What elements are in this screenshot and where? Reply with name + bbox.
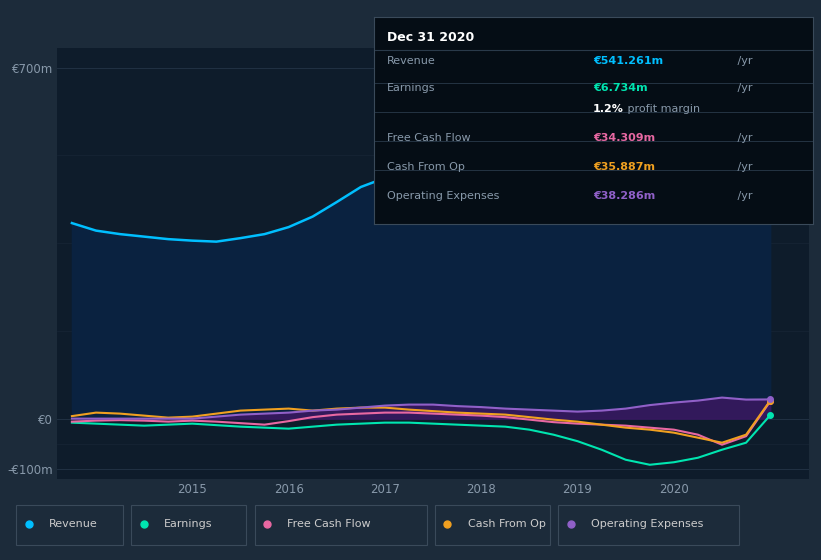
Text: profit margin: profit margin xyxy=(624,104,700,114)
Text: €35.887m: €35.887m xyxy=(594,162,655,172)
Text: /yr: /yr xyxy=(734,133,752,143)
Text: /yr: /yr xyxy=(734,191,752,201)
Text: Earnings: Earnings xyxy=(164,519,213,529)
Text: €541.261m: €541.261m xyxy=(594,56,663,66)
Text: 1.2%: 1.2% xyxy=(594,104,624,114)
Text: Operating Expenses: Operating Expenses xyxy=(387,191,499,201)
Text: Free Cash Flow: Free Cash Flow xyxy=(387,133,470,143)
Text: Earnings: Earnings xyxy=(387,83,435,93)
Text: Revenue: Revenue xyxy=(49,519,98,529)
Text: /yr: /yr xyxy=(734,83,752,93)
Text: Cash From Op: Cash From Op xyxy=(468,519,546,529)
Text: Dec 31 2020: Dec 31 2020 xyxy=(387,31,474,44)
Text: /yr: /yr xyxy=(734,162,752,172)
Text: /yr: /yr xyxy=(734,56,752,66)
Text: Revenue: Revenue xyxy=(387,56,435,66)
Text: €6.734m: €6.734m xyxy=(594,83,648,93)
Text: €34.309m: €34.309m xyxy=(594,133,655,143)
Text: Operating Expenses: Operating Expenses xyxy=(591,519,704,529)
Text: Cash From Op: Cash From Op xyxy=(387,162,465,172)
Text: €38.286m: €38.286m xyxy=(594,191,655,201)
Text: Free Cash Flow: Free Cash Flow xyxy=(287,519,371,529)
